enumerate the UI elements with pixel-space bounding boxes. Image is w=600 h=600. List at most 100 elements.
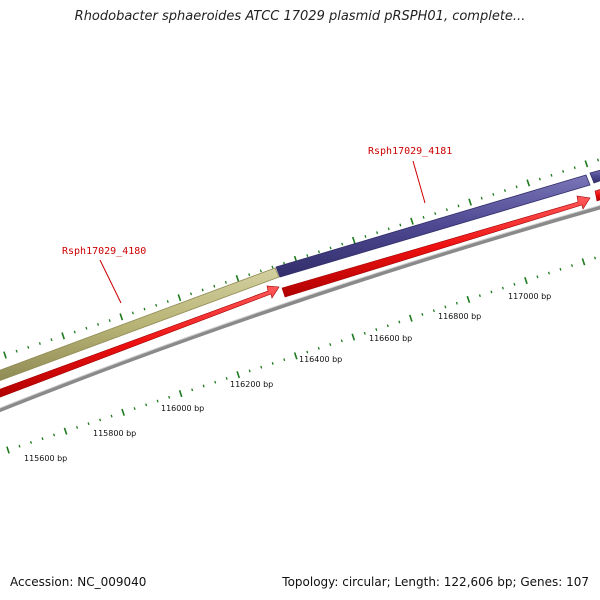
scale-label: 115800 bp (93, 429, 136, 438)
scale-tick-minor (340, 339, 343, 343)
scale-tick-minor (145, 403, 148, 407)
scale-tick-minor (492, 192, 495, 196)
scale-tick-minor (364, 235, 367, 238)
scale-tick-minor (213, 284, 216, 288)
scale-tick-minor (515, 185, 518, 189)
scale-tick-minor (559, 267, 562, 271)
accession-text: Accession: NC_009040 (10, 575, 147, 589)
gene-bar-next[interactable] (589, 169, 600, 184)
scale-tick-minor (593, 256, 597, 260)
scale-label: 116800 bp (438, 312, 481, 321)
scale-tick-major (236, 371, 241, 379)
gene-track (0, 169, 600, 382)
scale-tick-minor (457, 204, 460, 208)
gene-bar-rsph17029-4180[interactable] (0, 267, 280, 382)
scale-tick-minor (190, 292, 193, 296)
scale-tick-minor (503, 189, 507, 193)
scale-tick-major (351, 333, 356, 341)
gene-bar-rsph17029-4181[interactable] (275, 174, 591, 278)
scale-tick-minor (156, 399, 159, 403)
gene-label-group-4181: Rsph17029_4181 (368, 146, 452, 204)
scale-tick-minor (570, 264, 574, 267)
scale-tick-minor (434, 212, 437, 215)
scale-tick-minor (399, 223, 402, 227)
scale-tick-minor (41, 437, 44, 441)
scale-tick-minor (550, 173, 553, 177)
scale-tick-minor (329, 343, 332, 347)
scale-tick-minor (432, 309, 435, 313)
topology-summary: Topology: circular; Length: 122,606 bp; … (282, 575, 589, 589)
gene-label-rsph17029-4180[interactable]: Rsph17029_4180 (62, 246, 146, 257)
scale-label: 116400 bp (299, 355, 342, 364)
scale-tick-minor (271, 361, 274, 365)
scale-tick-minor (398, 320, 401, 324)
scale-tick-minor (248, 273, 251, 277)
gene-label-rsph17029-4181[interactable]: Rsph17029_4181 (368, 146, 452, 157)
scale-tick-minor (444, 305, 447, 309)
scale-tick-minor (96, 322, 100, 326)
scale-tick-minor (329, 246, 332, 250)
scale-tick-minor (536, 275, 539, 279)
scale-tick-major (526, 179, 531, 187)
scale-label: 116200 bp (230, 380, 273, 389)
scale-tick-major (61, 332, 65, 340)
cds-arrow-next[interactable] (594, 188, 600, 202)
cds-track (0, 188, 600, 398)
scale-tick-minor (260, 365, 263, 369)
scale-tick-minor (27, 345, 30, 349)
scale-tick-minor (363, 331, 366, 335)
scale-tick-minor (166, 300, 169, 303)
scale-tick-minor (422, 215, 425, 219)
scale-tick-minor (455, 301, 458, 305)
scale-tick-major (524, 277, 528, 285)
cds-arrow-rsph17029-4181[interactable] (281, 195, 591, 298)
scale-tick-minor (143, 307, 146, 311)
scale-tick-minor (376, 231, 379, 235)
scale-tick-major (121, 408, 125, 416)
cds-arrow-rsph17029-4180[interactable] (0, 285, 280, 398)
scale-tick-minor (283, 358, 286, 362)
scale-tick-minor (259, 269, 262, 273)
scale-tick-minor (85, 326, 88, 330)
scale-tick-minor (201, 288, 204, 292)
scale-tick-major (178, 389, 183, 398)
scale-tick-minor (271, 265, 274, 269)
scale-tick-minor (445, 208, 448, 212)
scale-tick-minor (53, 433, 56, 437)
scale-tick-minor (225, 377, 228, 380)
scale-tick-minor (18, 444, 21, 448)
scale-tick-minor (87, 422, 90, 426)
scale-label: 117000 bp (508, 292, 551, 301)
scale-tick-minor (108, 319, 111, 323)
scale-tick-major (584, 160, 589, 168)
scale-tick-major (351, 236, 356, 244)
scale-tick-minor (283, 261, 286, 265)
scale-tick-minor (513, 282, 516, 286)
scale-tick-minor (29, 441, 33, 444)
lower-scale-ticks (6, 256, 597, 454)
scale-label: 116000 bp (161, 404, 204, 413)
scale-tick-minor (596, 158, 600, 162)
scale-tick-minor (110, 414, 113, 418)
scale-tick-minor (478, 294, 481, 298)
scale-tick-minor (387, 227, 390, 231)
scale-tick-major (410, 217, 414, 225)
scale-tick-minor (375, 328, 378, 331)
scale-tick-minor (248, 369, 251, 373)
scale-tick-minor (131, 311, 134, 315)
scale-tick-major (466, 295, 471, 303)
scale-tick-major (293, 352, 298, 360)
scale-tick-major (408, 314, 413, 322)
scale-tick-major (3, 351, 7, 359)
gene-label-group-4180: Rsph17029_4180 (62, 246, 146, 304)
scale-label: 115600 bp (24, 454, 67, 463)
scale-tick-minor (501, 286, 504, 290)
scale-tick-minor (386, 324, 389, 328)
scale-tick-minor (224, 280, 227, 284)
scale-tick-minor (202, 384, 205, 388)
scale-tick-major (63, 427, 68, 435)
scale-tick-minor (562, 170, 565, 173)
scale-label: 116600 bp (369, 334, 412, 343)
scale-tick-minor (538, 177, 541, 181)
scale-tick-minor (317, 250, 320, 254)
